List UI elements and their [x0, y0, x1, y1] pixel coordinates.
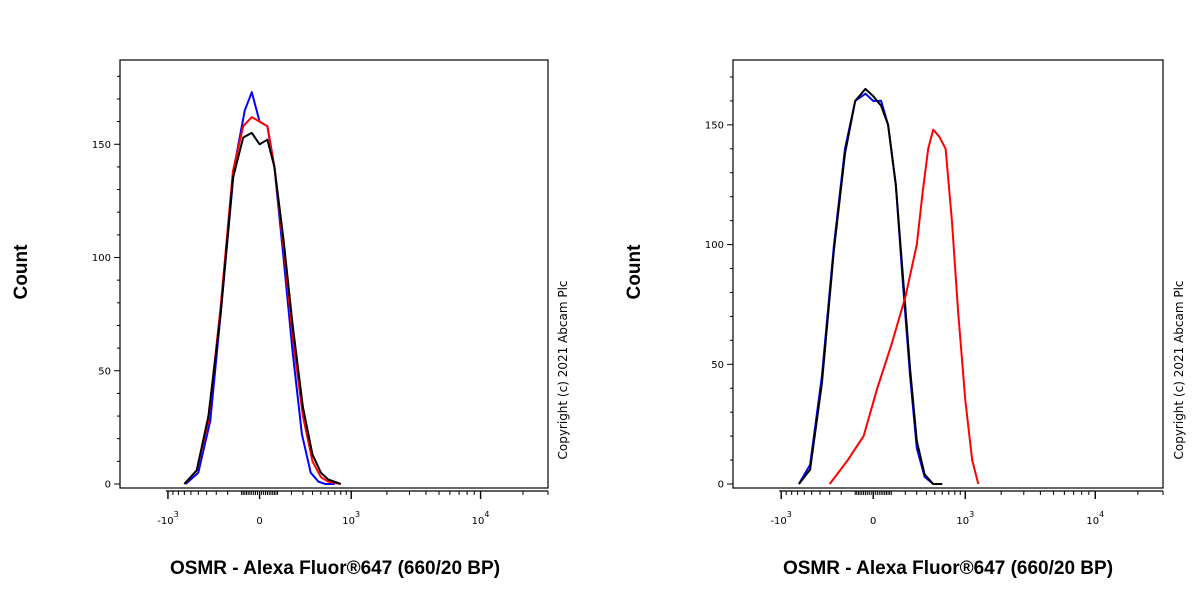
- copyright-notice-1: Copyright (c) 2021 Abcam Plc: [556, 280, 570, 459]
- copyright-notice-2: Copyright (c) 2021 Abcam Plc: [1172, 280, 1186, 459]
- x-tick-label: 103: [956, 510, 974, 527]
- y-tick-label: 50: [98, 366, 111, 377]
- plot-frame-1: [119, 59, 549, 489]
- x-axis-title-1: OSMR - Alexa Fluor®647 (660/20 BP): [170, 558, 500, 579]
- y-axis-title-2: Count: [624, 244, 645, 300]
- y-tick-label: 150: [92, 140, 111, 151]
- series-group-1: [183, 91, 342, 485]
- y-tick-label: 100: [705, 240, 724, 251]
- histogram-series-line: [828, 128, 980, 485]
- x-tick-label: -103: [157, 510, 178, 527]
- x-axis-title-2: OSMR - Alexa Fluor®647 (660/20 BP): [783, 558, 1113, 579]
- y-tick-label: 100: [92, 253, 111, 264]
- series-group-2: [798, 87, 980, 485]
- chart-panel-2: 0 50 100 150 -103 0 103 104 Count OSMR - Alexa…: [624, 59, 1186, 579]
- histogram-series-line: [798, 87, 943, 485]
- x-axis-1: -103 0 103 104: [157, 490, 549, 527]
- plot-frame-2: [732, 59, 1164, 489]
- y-tick-label: 0: [105, 480, 111, 491]
- x-axis-2: -103 0 103 104: [770, 490, 1164, 527]
- x-tick-label: 0: [870, 516, 876, 527]
- x-tick-label: 104: [472, 510, 490, 527]
- y-axis-1: 0 50 100 150: [92, 75, 120, 491]
- y-axis-title-1: Count: [11, 244, 32, 300]
- histogram-series-line: [183, 131, 342, 485]
- y-tick-label: 50: [711, 360, 724, 371]
- x-tick-label: -103: [770, 510, 791, 527]
- y-tick-label: 0: [718, 480, 724, 491]
- histogram-series-line: [798, 92, 943, 485]
- x-tick-label: 0: [256, 516, 262, 527]
- chart-panel-1: 0 50 100 150 -103 0 103 104 Count OSMR - Alexa…: [11, 59, 570, 579]
- y-tick-label: 150: [705, 120, 724, 131]
- x-tick-label: 103: [342, 510, 360, 527]
- x-tick-label: 104: [1086, 510, 1104, 527]
- y-axis-2: 0 50 100 150: [705, 76, 733, 491]
